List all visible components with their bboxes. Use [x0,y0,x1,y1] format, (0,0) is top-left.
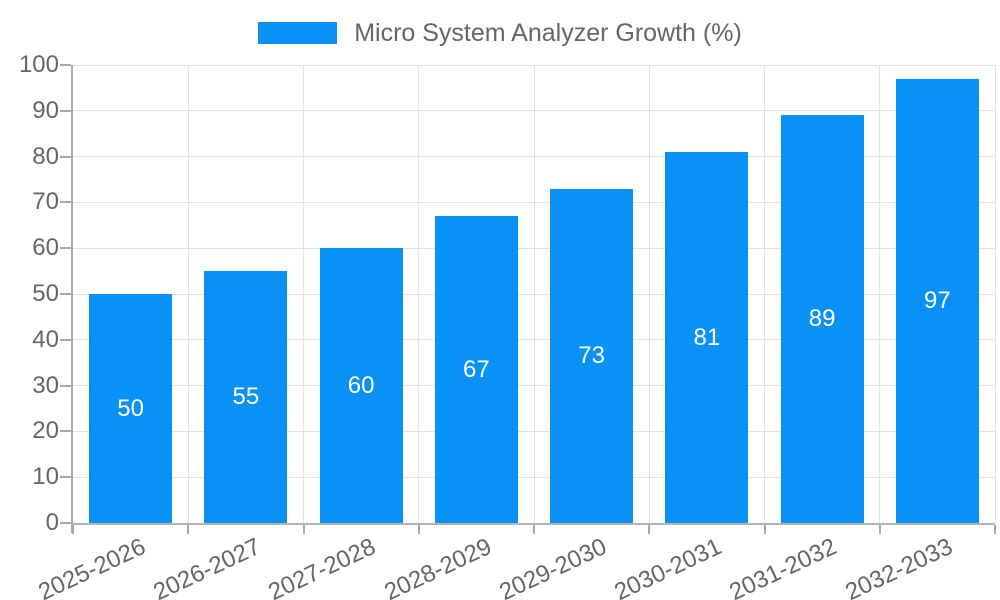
x-tick-label: 2030-2031 [610,533,726,600]
gridline-vertical [879,65,881,523]
bar-value-label: 89 [808,305,836,333]
x-axis: 2025-2026 2026-2027 2027-2028 2028-2029 2029… [34,533,995,600]
x-tick-mark [417,525,420,534]
y-tick-mark [60,201,71,204]
bar-value-label: 67 [463,355,490,383]
gridline-vertical [187,65,189,523]
bar[interactable]: 50 [89,294,173,523]
y-tick-label: 50 [32,280,59,307]
gridline-vertical [994,65,996,523]
x-tick-mark [533,525,535,534]
gridline-vertical [533,65,535,523]
y-tick-label: 80 [32,142,59,170]
bar-value-label: 81 [693,323,721,351]
legend-swatch [258,22,338,44]
y-tick-mark [60,430,71,433]
gridline-vertical [648,65,650,523]
x-tick-label: 2027-2028 [264,533,381,600]
x-tick-label: 2029-2030 [495,533,611,600]
y-tick-label: 30 [32,371,59,399]
x-tick-mark [72,525,74,534]
y-tick-mark [60,247,71,250]
bar-value-label: 73 [578,341,605,369]
y-tick-mark [60,109,71,112]
y-axis: 0 10 20 30 40 50 60 70 80 90 100 [0,53,59,535]
bar[interactable]: 73 [550,188,634,523]
y-tick-label: 20 [32,417,59,445]
y-tick-label: 70 [32,188,59,216]
bar[interactable]: 97 [895,78,979,523]
x-tick-mark [187,525,190,534]
plot-area: 50 55 60 67 73 81 89 97 [60,64,996,534]
x-tick-label: 2025-2026 [34,533,150,600]
x-tick-mark [648,525,651,534]
bar[interactable]: 55 [204,271,288,523]
y-tick-mark [60,338,71,341]
y-tick-mark [60,476,71,479]
x-tick-label: 2032-2033 [840,533,957,600]
bar[interactable]: 81 [665,152,749,523]
x-tick-mark [994,525,996,534]
x-tick-label: 2031-2032 [725,533,842,600]
x-tick-label: 2026-2027 [149,533,265,600]
chart-legend-item[interactable]: Micro System Analyzer Growth (%) [0,20,1000,46]
y-tick-mark [60,522,71,524]
y-tick-label: 60 [32,234,59,262]
y-tick-label: 90 [32,96,59,124]
y-axis-line [71,65,73,533]
bar[interactable]: 89 [780,115,864,523]
x-axis-line [71,523,995,525]
gridline-vertical [764,65,765,523]
y-tick-mark [60,384,71,387]
x-tick-label: 2028-2029 [379,533,496,600]
gridline-vertical [303,65,304,523]
y-tick-label: 0 [45,509,59,536]
y-tick-label: 10 [32,463,59,491]
bar[interactable]: 60 [319,248,403,523]
legend-label: Micro System Analyzer Growth (%) [354,19,742,47]
y-tick-label: 40 [32,325,59,353]
bar-value-label: 50 [117,394,144,422]
bar-value-label: 55 [232,383,260,411]
y-tick-label: 100 [18,51,59,78]
x-tick-mark [878,525,881,534]
y-tick-mark [60,293,71,295]
bar-value-label: 60 [347,371,375,399]
y-tick-mark [60,155,71,158]
x-tick-mark [302,525,305,534]
x-tick-mark [763,525,766,534]
y-tick-mark [60,64,71,66]
gridline-vertical [418,65,420,523]
bar[interactable]: 67 [434,216,518,523]
bar-value-label: 97 [924,286,951,314]
